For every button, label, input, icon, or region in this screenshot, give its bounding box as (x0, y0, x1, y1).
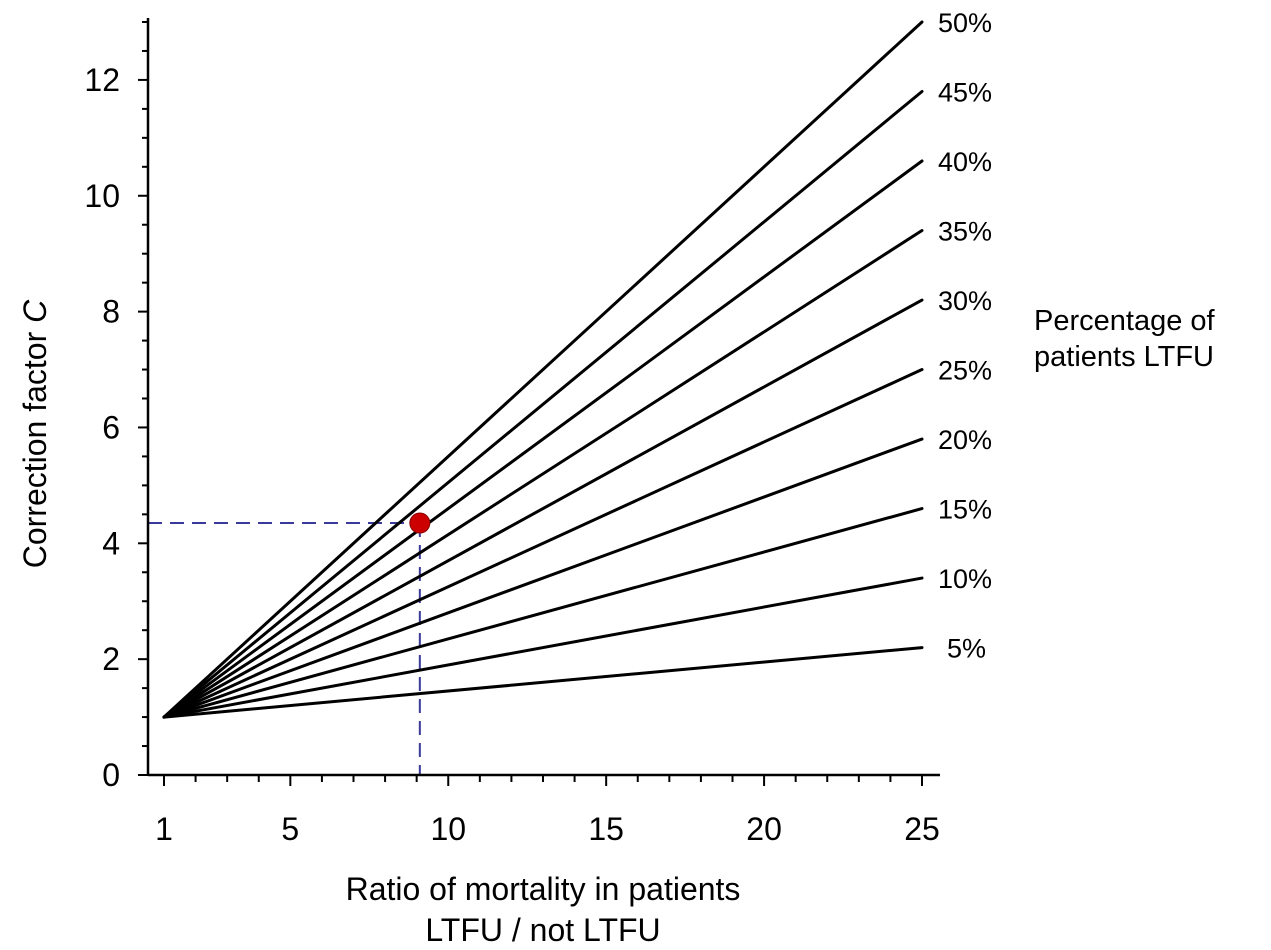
series-label-20pct: 20% (938, 425, 992, 455)
series-line-15pct (162, 507, 924, 719)
series-label-30pct: 30% (938, 286, 992, 316)
series-line-10pct (162, 576, 924, 719)
x-tick-label: 20 (746, 811, 782, 847)
x-tick-label: 5 (281, 811, 299, 847)
series-line-20pct (162, 437, 924, 719)
series-labels: 5% 10% 15% 20% 25% 30% 35% 40% 45% 50% (938, 8, 992, 664)
series-label-35pct: 35% (938, 217, 992, 247)
series-label-50pct: 50% (938, 8, 992, 38)
y-tick-label: 0 (102, 757, 120, 793)
y-tick-label: 2 (102, 641, 120, 677)
highlight-point (409, 512, 431, 534)
x-axis-title-line-1: Ratio of mortality in patients (346, 871, 741, 907)
series-label-10pct: 10% (938, 564, 992, 594)
highlight-layer (409, 512, 431, 534)
x-axis-title-line-2: LTFU / not LTFU (425, 912, 660, 948)
series-line-45pct (162, 90, 924, 719)
legend-title-line-1: Percentage of (1034, 305, 1216, 337)
x-tick-label: 15 (588, 811, 624, 847)
series-label-25pct: 25% (938, 356, 992, 386)
legend-title-line-2: patients LTFU (1034, 341, 1214, 373)
x-tick-label: 1 (155, 811, 173, 847)
series-label-5pct: 5% (947, 634, 986, 664)
x-tick-label: 10 (430, 811, 466, 847)
y-tick-label: 4 (102, 525, 120, 561)
series-line-5pct (162, 646, 924, 719)
series-line-25pct (162, 368, 924, 719)
y-tick-label: 6 (102, 409, 120, 445)
series-line-50pct (162, 20, 924, 719)
series-line-30pct (162, 298, 924, 719)
y-tick-label: 10 (84, 178, 120, 214)
series-lines (162, 20, 924, 719)
series-line-35pct (162, 229, 924, 719)
y-tick-label: 8 (102, 294, 120, 330)
y-axis-title: Correction factor C (17, 299, 53, 568)
series-label-40pct: 40% (938, 147, 992, 177)
series-label-15pct: 15% (938, 495, 992, 525)
y-tick-label: 12 (84, 62, 120, 98)
series-line-40pct (162, 159, 924, 719)
series-label-45pct: 45% (938, 78, 992, 108)
x-tick-label: 25 (904, 811, 940, 847)
